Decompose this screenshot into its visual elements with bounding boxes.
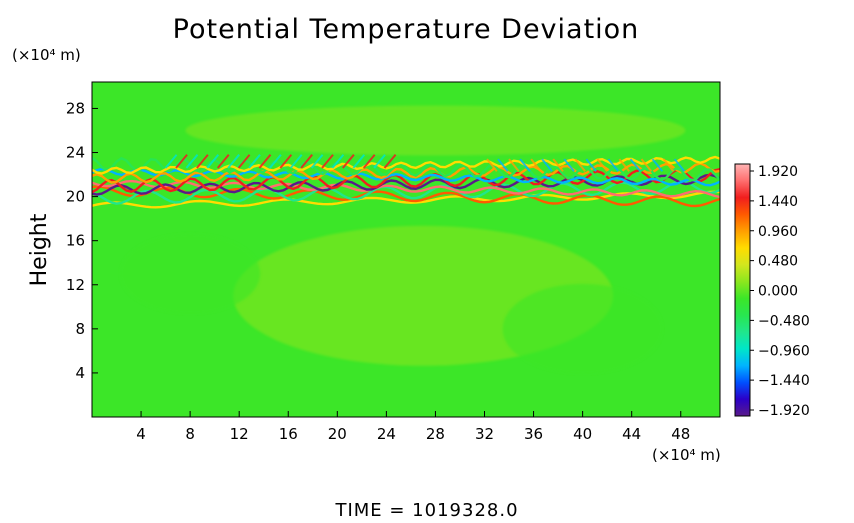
field-patch xyxy=(502,283,663,374)
y-tick-label: 24 xyxy=(66,144,85,162)
colorbar: 1.920 1.440 0.960 0.480 0.000 −0.480 −0.960 −1.… xyxy=(734,163,810,419)
perturbation-band xyxy=(92,185,720,208)
wave-streak xyxy=(175,154,188,169)
wave-streak xyxy=(618,158,630,172)
wave-streak xyxy=(541,158,553,172)
wave-streak xyxy=(279,154,293,169)
y-tick-label: 12 xyxy=(66,276,85,294)
y-tick-label: 28 xyxy=(66,99,85,117)
colorbar-tick-label: 1.920 xyxy=(758,164,798,180)
colorbar-tick-label: 0.960 xyxy=(758,224,798,240)
wave-streak xyxy=(237,154,251,169)
chart-title: Potential Temperature Deviation xyxy=(173,14,640,45)
x-tick-label: 4 xyxy=(136,425,146,443)
x-tick-label: 48 xyxy=(671,425,690,443)
wave-streak xyxy=(289,154,303,169)
wave-streak xyxy=(310,154,324,169)
wave-streak xyxy=(331,154,345,169)
wave-streak xyxy=(673,158,686,172)
wave-streak xyxy=(196,154,209,169)
perturbation-band xyxy=(92,173,720,196)
y-axis-label: Height xyxy=(27,213,52,286)
colorbar-tick-label: −1.440 xyxy=(758,373,810,389)
x-tick-label: 44 xyxy=(622,425,641,443)
x-tick-label: 12 xyxy=(230,425,249,443)
time-label: TIME = 1019328.0 xyxy=(334,500,518,519)
wave-streak xyxy=(321,154,334,169)
wave-streak xyxy=(596,158,608,172)
x-unit-label: (×10⁴ m) xyxy=(652,446,721,464)
wave-streak xyxy=(607,158,619,172)
wave-streak xyxy=(486,158,498,172)
x-tick-label: 20 xyxy=(328,425,347,443)
x-tick-label: 24 xyxy=(377,425,396,443)
wave-streak xyxy=(362,154,376,169)
wave-streak xyxy=(497,158,509,172)
wave-streak xyxy=(206,154,220,169)
x-tick-label: 16 xyxy=(279,425,298,443)
wave-streak xyxy=(563,158,575,172)
wave-streak xyxy=(662,158,675,172)
y-unit-label: (×10⁴ m) xyxy=(12,46,81,64)
x-axis: 4 8 12 16 20 24 28 32 36 40 44 48 xyxy=(136,411,690,443)
wave-streak xyxy=(651,158,664,172)
colorbar-tick-label: −0.960 xyxy=(758,343,810,359)
wave-streak xyxy=(585,158,597,172)
wave-streak xyxy=(269,154,282,169)
perturbation-band xyxy=(92,162,720,184)
perturbation-band xyxy=(92,180,720,205)
wave-streak xyxy=(352,154,366,169)
colorbar-scale xyxy=(734,163,751,417)
perturbation-band xyxy=(92,167,720,187)
wave-streak xyxy=(185,154,199,169)
plot-frame xyxy=(91,81,721,418)
perturbation-band xyxy=(92,168,720,194)
colorbar-tick-label: −0.480 xyxy=(758,313,810,329)
colorbar-tick-label: −1.920 xyxy=(758,403,810,419)
x-tick-label: 32 xyxy=(475,425,494,443)
wave-streak xyxy=(248,154,261,169)
colorbar-tick-label: 0.000 xyxy=(758,284,798,300)
wave-streak xyxy=(530,158,542,172)
wave-streak xyxy=(629,158,642,172)
y-tick-label: 20 xyxy=(66,188,85,206)
y-tick-label: 16 xyxy=(66,232,85,250)
y-axis: 4 8 12 16 20 24 28 xyxy=(66,99,98,382)
wave-streak xyxy=(552,158,564,172)
colorbar-tick-label: 0.480 xyxy=(758,254,798,270)
wave-streak xyxy=(164,154,178,169)
y-tick-label: 8 xyxy=(75,320,85,338)
field-patch xyxy=(120,233,261,314)
y-tick-label: 4 xyxy=(75,364,85,382)
wave-streak xyxy=(383,154,397,169)
x-tick-label: 40 xyxy=(573,425,592,443)
x-tick-label: 8 xyxy=(185,425,195,443)
wave-streak xyxy=(227,154,240,169)
field-patch xyxy=(185,105,686,156)
x-tick-label: 36 xyxy=(524,425,543,443)
wave-streak xyxy=(300,154,313,169)
wave-streak xyxy=(373,154,386,169)
wave-streak xyxy=(640,158,653,172)
x-tick-label: 28 xyxy=(426,425,445,443)
wave-streak xyxy=(216,154,230,169)
wave-streak xyxy=(508,158,520,172)
heatmap-field xyxy=(92,82,720,417)
perturbation-band xyxy=(92,179,720,199)
wave-streak xyxy=(574,158,586,172)
wave-streak xyxy=(519,158,531,172)
wave-streak xyxy=(342,154,355,169)
colorbar-tick-label: 1.440 xyxy=(758,194,798,210)
wave-streak xyxy=(258,154,272,169)
